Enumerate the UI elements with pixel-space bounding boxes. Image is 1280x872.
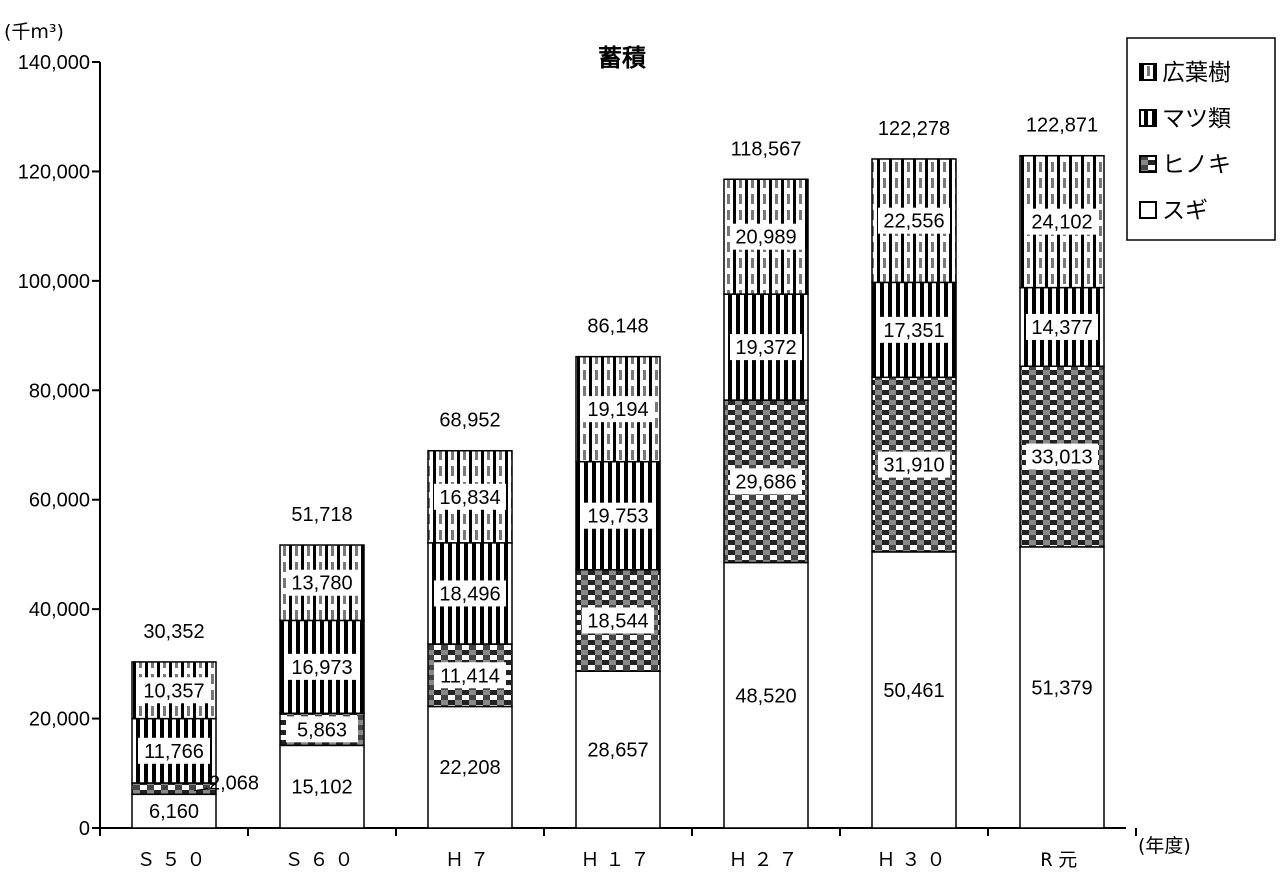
label-background (878, 316, 950, 343)
legend-swatch (1139, 201, 1157, 219)
label-background (138, 798, 210, 825)
y-tick-label: 60,000 (29, 490, 90, 512)
category-label: Ｈ７ (445, 849, 495, 871)
segment-value-label: 22,556 (883, 211, 944, 233)
y-tick-label: 20,000 (29, 709, 90, 731)
segment-value-label: 19,372 (735, 337, 796, 359)
segment-value-label: 17,351 (883, 320, 944, 342)
y-unit-label: (千m³) (4, 21, 64, 43)
y-tick-label: 40,000 (29, 599, 90, 621)
y-tick-label: 100,000 (18, 271, 90, 293)
segment-value-label: 5,863 (297, 719, 347, 741)
label-background (582, 396, 654, 423)
legend-label: 広葉樹 (1162, 60, 1231, 86)
segment-value-label: 48,520 (735, 685, 796, 707)
category-label: R元 (1041, 849, 1083, 871)
legend-label: スギ (1162, 198, 1208, 224)
chart-title: 蓄積 (598, 44, 646, 72)
label-background (1026, 313, 1098, 340)
label-background (434, 483, 506, 510)
segment-value-label: 51,379 (1031, 677, 1092, 699)
bar-segments (131, 154, 1105, 829)
legend-swatch (1139, 155, 1157, 173)
segment-value-label: 14,377 (1031, 317, 1092, 339)
label-background (878, 207, 950, 234)
segment-value-label: 50,461 (883, 680, 944, 702)
segment-value-label: 20,989 (735, 227, 796, 249)
category-label: Ｓ６０ (284, 849, 359, 871)
segment-value-label: 16,834 (439, 487, 500, 509)
legend-swatch (1139, 109, 1157, 127)
segment-value-label: 2,068 (209, 773, 259, 795)
segment-value-label: 16,973 (291, 657, 352, 679)
x-axis-ticks: Ｓ５０ Ｓ６０ Ｈ７ Ｈ１７ Ｈ２７ Ｈ３０ R元 (99, 828, 1137, 871)
category-label: Ｈ２７ (728, 849, 803, 871)
label-background (1026, 674, 1098, 701)
segment-value-label: 29,686 (735, 471, 796, 493)
total-value-label: 118,567 (731, 138, 802, 160)
segment-value-label: 24,102 (1031, 212, 1092, 234)
label-background (1026, 443, 1098, 470)
segment-value-label: 11,766 (144, 741, 204, 763)
label-leader-line (193, 788, 209, 792)
label-background (434, 662, 506, 689)
segment-value-label: 19,194 (587, 399, 648, 421)
label-background (286, 773, 358, 800)
label-background (582, 607, 654, 634)
y-tick-label: 120,000 (18, 161, 90, 183)
label-background (730, 682, 802, 709)
total-value-label: 86,148 (587, 316, 648, 338)
segment-value-label: 11,414 (440, 665, 500, 687)
total-value-label: 122,278 (878, 118, 950, 140)
segment-value-label: 18,496 (439, 583, 500, 605)
total-value-label: 30,352 (143, 621, 204, 643)
segment-value-label: 13,780 (291, 573, 352, 595)
label-background (582, 502, 654, 529)
bar-segment-checker (131, 782, 217, 796)
y-tick-label: 80,000 (29, 380, 90, 402)
label-background (878, 676, 950, 703)
legend-swatch (1139, 63, 1157, 81)
legend-label: ヒノキ (1162, 152, 1231, 178)
label-background (286, 569, 358, 596)
label-background (878, 451, 950, 478)
label-background (434, 754, 506, 781)
label-background (138, 737, 210, 764)
segment-value-label: 19,753 (587, 506, 648, 528)
category-label: Ｈ３０ (876, 849, 951, 871)
segment-value-label: 10,357 (143, 680, 204, 702)
label-background (138, 677, 210, 704)
segment-value-label: 33,013 (1031, 447, 1092, 469)
x-unit-label: (年度) (1138, 835, 1191, 857)
y-tick-label: 140,000 (18, 52, 90, 74)
category-label: Ｓ５０ (136, 849, 211, 871)
label-background (286, 716, 358, 743)
category-label: Ｈ１７ (580, 849, 655, 871)
segment-value-label: 18,544 (587, 610, 648, 632)
label-background (582, 736, 654, 763)
label-background (434, 580, 506, 607)
total-value-label: 51,718 (291, 504, 352, 526)
segment-value-label: 28,657 (587, 740, 648, 762)
label-background (730, 468, 802, 495)
segment-value-label: 31,910 (883, 455, 944, 477)
total-value-label: 68,952 (439, 410, 500, 432)
segment-value-label: 15,102 (291, 777, 352, 799)
y-axis-ticks: 0 20,000 40,000 60,000 80,000 100,000 120,000 1… (18, 52, 100, 840)
segment-value-label: 22,208 (439, 757, 500, 779)
legend-label: マツ類 (1162, 106, 1231, 132)
label-background (1026, 208, 1098, 235)
segment-value-label: 6,160 (149, 801, 199, 823)
label-background (730, 223, 802, 250)
total-value-label: 122,871 (1026, 115, 1098, 137)
label-background (730, 334, 802, 361)
y-tick-label: 0 (79, 818, 90, 840)
label-background (286, 653, 358, 680)
